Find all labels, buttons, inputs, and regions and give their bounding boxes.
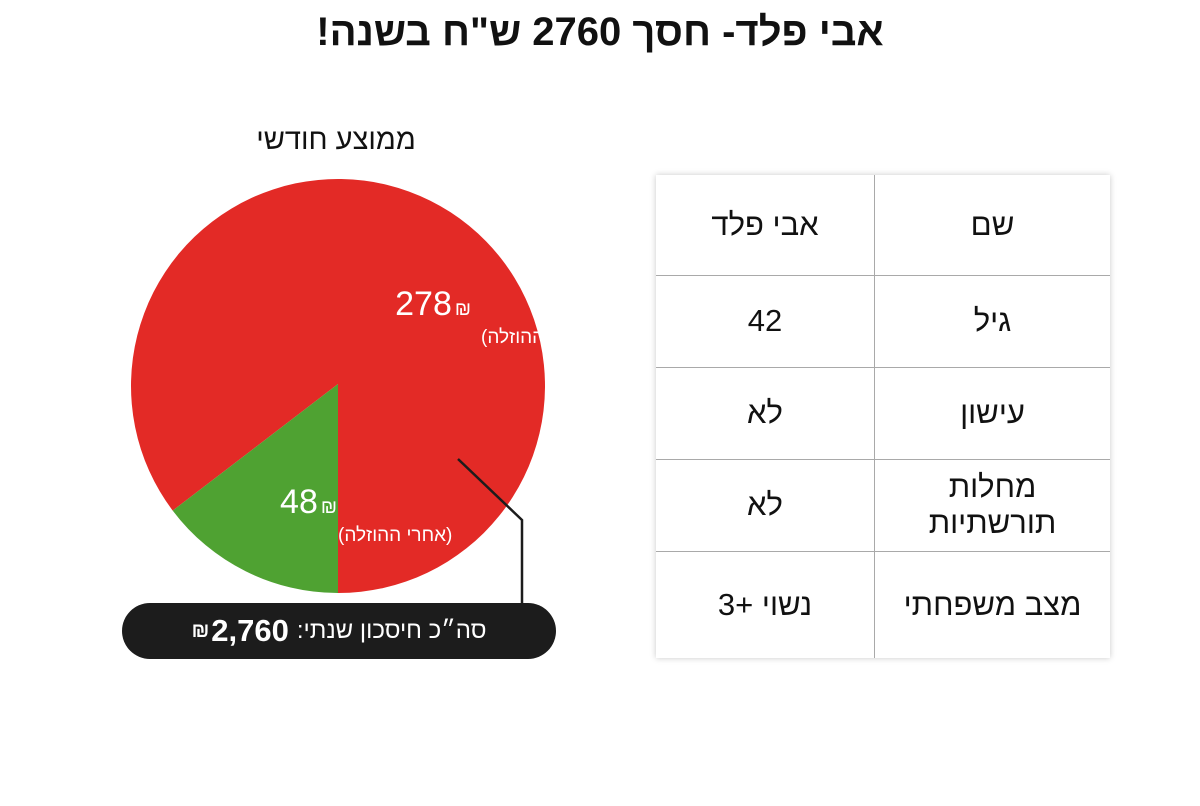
pie-value-before: 278 (395, 285, 452, 323)
table-key-cell: מצב משפחתי (874, 550, 1110, 658)
table-row: עישון לא (656, 366, 1110, 460)
table-row: גיל 42 (656, 274, 1110, 368)
total-savings-value: 2,760 (211, 613, 289, 648)
pie-value-after: 48 (280, 483, 318, 521)
table-row: מחלות תורשתיות לא (656, 458, 1110, 552)
page-title: אבי פלד- חסך 2760 ש"ח בשנה! (316, 10, 884, 54)
pie-note-before: (לפני ההוזלה) (481, 327, 589, 348)
chart-title: ממוצע חודשי (256, 124, 416, 156)
table-key-cell: עישון (874, 366, 1110, 460)
total-savings-pill: סה״כ חיסכון שנתי: 2,760 ₪ (122, 603, 556, 659)
table-key-cell: מחלות תורשתיות (874, 458, 1110, 552)
table-row: מצב משפחתי נשוי +3 (656, 550, 1110, 658)
table-value-cell: לא (656, 458, 875, 552)
leader-line (457, 458, 524, 604)
profile-table: שם אבי פלד גיל 42 עישון לא מחלות תורשתיו… (656, 175, 1110, 658)
table-key-cell: שם (874, 175, 1110, 276)
table-value-cell: 42 (656, 274, 875, 368)
table-value-cell: נשוי +3 (656, 550, 875, 658)
pie-slice-before (130, 178, 545, 593)
pie-value-label-after: 48 ₪ (280, 483, 337, 521)
pie-value-label-before: 278 ₪ (395, 285, 471, 323)
shekel-icon: ₪ (191, 619, 210, 642)
table-value-cell: לא (656, 366, 875, 460)
pie-currency-before: ₪ (455, 299, 471, 320)
table-value-cell: אבי פלד (656, 175, 875, 276)
pie-slice-after (172, 384, 338, 593)
table-key-cell: גיל (874, 274, 1110, 368)
pie-note-after: (אחרי ההוזלה) (338, 525, 452, 546)
total-savings-label: סה״כ חיסכון שנתי: (296, 617, 487, 644)
table-row: שם אבי פלד (656, 175, 1110, 276)
pie-currency-after: ₪ (321, 497, 337, 518)
